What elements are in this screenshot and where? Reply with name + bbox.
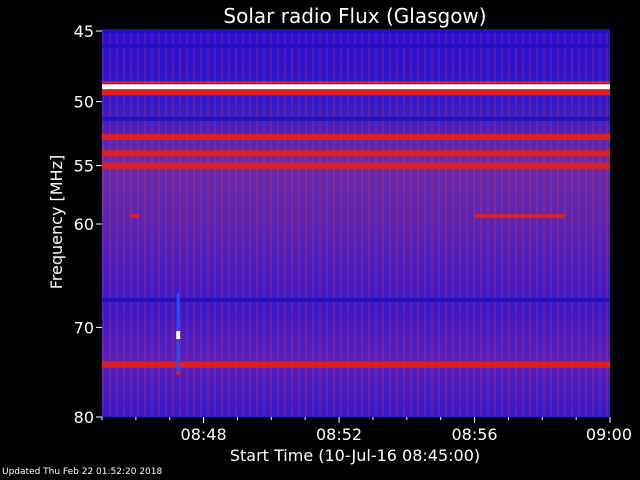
band-6 <box>102 150 610 157</box>
plot-background <box>102 31 610 417</box>
band-3 <box>102 89 610 96</box>
y-tick-label-0: 45 <box>74 22 94 41</box>
chart-title: Solar radio Flux (Glasgow) <box>223 4 486 28</box>
x-tick-label-0: 08:48 <box>181 425 227 444</box>
band-4 <box>102 116 610 121</box>
y-tick-label-2: 55 <box>74 157 94 176</box>
y-tick-label-5: 80 <box>74 408 94 427</box>
y-tick-label-3: 60 <box>74 215 94 234</box>
burst-2 <box>130 214 139 219</box>
burst-0-peak <box>176 331 181 340</box>
band-9 <box>102 361 610 368</box>
y-axis: 45 50 55 60 70 80 <box>74 22 102 427</box>
x-tick-label-3: 09:00 <box>586 425 632 444</box>
y-tick-label-4: 70 <box>74 318 94 337</box>
band-2-halo <box>102 81 610 84</box>
burst-1 <box>474 214 565 219</box>
plot-area <box>102 29 610 417</box>
x-axis-label: Start Time (10-Jul-16 08:45:00) <box>230 446 480 465</box>
band-0 <box>102 29 610 33</box>
y-axis-label: Frequency [MHz] <box>47 155 66 289</box>
y-tick-label-1: 50 <box>74 93 94 112</box>
band-1 <box>102 43 610 48</box>
burst-0-end <box>176 371 181 375</box>
band-8 <box>102 298 610 303</box>
x-tick-label-2: 08:56 <box>451 425 497 444</box>
x-tick-label-1: 08:52 <box>316 425 362 444</box>
band-7 <box>102 162 610 169</box>
updated-timestamp: Updated Thu Feb 22 01:52:20 2018 <box>2 467 163 477</box>
texture <box>102 31 608 417</box>
band-5 <box>102 133 610 140</box>
band-2 <box>102 84 610 90</box>
x-axis: 08:48 08:52 08:56 09:00 <box>101 417 632 444</box>
